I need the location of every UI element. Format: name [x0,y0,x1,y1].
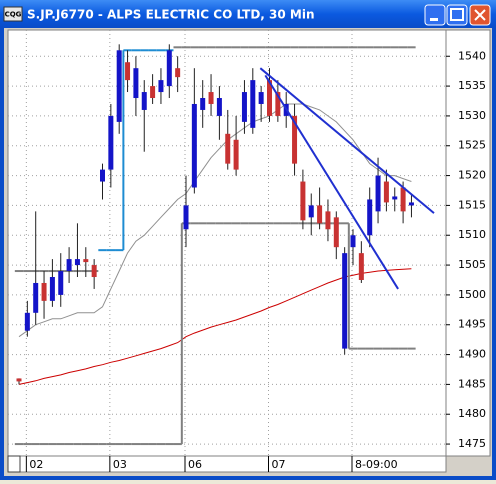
candle-body [41,282,47,301]
candle-body [175,68,181,78]
x-tick-label: 03 [113,458,127,471]
candle-body [267,80,272,116]
y-tick-label: 1520 [458,169,486,182]
plot-area [7,29,447,457]
candle-body [342,253,348,349]
candle-body [233,139,239,170]
candle-body [191,103,197,188]
candle-body [200,98,206,110]
trend-line [264,74,399,290]
x-tick-label: 02 [29,458,43,471]
candle-body [250,80,256,128]
candle-body [24,312,30,331]
candle-body [216,98,222,116]
price-axis [445,29,491,457]
candle-body [83,259,89,263]
window-buttons[interactable] [424,4,491,26]
chart-layer: 1475 1480 1485 1490 1495 1500 1505 1510 1515 1520… [8,30,486,472]
candle-body [358,253,364,280]
candle-body [74,259,80,266]
candle-body [150,86,156,99]
candle-body [49,277,55,301]
candle-body [108,115,114,170]
minimize-button[interactable] [424,4,446,26]
y-tick-label: 1515 [458,198,486,211]
candle-body [58,271,64,295]
candle-body [367,199,373,236]
y-tick-label: 1475 [458,437,486,450]
icon-text: CQG [5,11,22,19]
candle-body [91,265,97,278]
y-tick-label: 1500 [458,288,486,301]
corner-box[interactable] [7,455,21,473]
candle-body [408,202,414,206]
minimize-glyph [430,18,438,21]
x-tick-label: 07 [272,458,286,471]
y-tick-label: 1540 [458,49,486,62]
y-tick-label: 1535 [458,79,486,92]
candle-body [258,92,264,104]
y-tick-label: 1495 [458,318,486,331]
candle-body [133,68,139,99]
window-title: S.JP.J6770 - ALPS ELECTRIC CO LTD, 30 Mi… [27,8,315,22]
y-tick-label: 1480 [458,407,486,420]
candle-body [383,181,389,203]
x-tick-label: 8-09:00 [355,458,398,471]
candle-body [400,187,406,212]
candle-body [308,205,314,218]
moving-average [18,103,412,338]
candle-body [275,92,281,116]
candle-body [16,378,22,382]
candle-body [375,175,381,212]
candle-body [392,196,398,200]
y-tick-label: 1505 [458,258,486,271]
candle-body [158,80,164,93]
x-tick-label: 06 [188,458,202,471]
candle-body [333,217,339,248]
app-icon [3,6,23,22]
y-tick-label: 1525 [458,139,486,152]
y-tick-label: 1530 [458,109,486,122]
candle-body [183,205,189,230]
maximize-glyph [450,8,464,21]
trend-line [259,67,435,214]
candle-body [100,169,105,182]
candle-body [208,92,214,104]
candle-body [166,50,172,87]
candle-body [300,181,306,221]
candle-body [225,133,231,164]
candle-body [292,115,298,164]
y-tick-label: 1485 [458,377,486,390]
candle-body [125,62,131,81]
candle-body [350,235,356,248]
title-bar [0,0,496,28]
y-tick-label: 1490 [458,348,486,361]
candle-body [33,282,39,313]
y-tick-label: 1510 [458,228,486,241]
close-glyph [474,9,486,21]
candle-body [325,211,331,230]
candle-body [241,92,247,122]
candle-body [116,50,122,122]
candle-body [141,92,147,110]
candle-body [317,205,323,224]
candle-body [66,259,72,272]
